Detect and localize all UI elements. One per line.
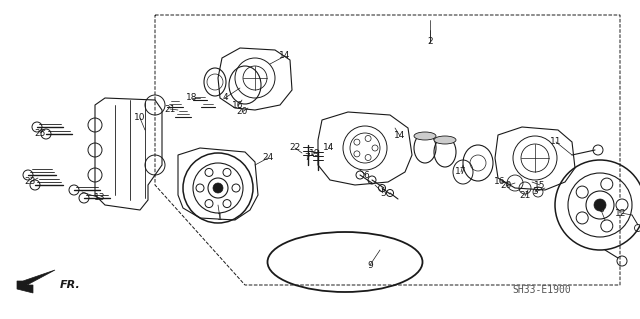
Circle shape: [594, 199, 606, 211]
Text: 20: 20: [500, 182, 512, 190]
Circle shape: [616, 199, 628, 211]
Text: 1: 1: [217, 213, 223, 222]
Polygon shape: [17, 270, 55, 293]
Circle shape: [223, 168, 231, 176]
Text: 7: 7: [304, 152, 310, 161]
Circle shape: [576, 212, 588, 224]
Circle shape: [213, 183, 223, 193]
Circle shape: [205, 200, 213, 208]
Text: 13: 13: [94, 194, 106, 203]
Text: 20: 20: [236, 108, 248, 116]
Circle shape: [576, 186, 588, 198]
Circle shape: [223, 200, 231, 208]
Text: 2: 2: [427, 38, 433, 47]
Text: 4: 4: [222, 93, 228, 102]
Text: 12: 12: [615, 209, 627, 218]
Text: SH33-E1900: SH33-E1900: [512, 285, 571, 295]
Text: 9: 9: [367, 261, 373, 270]
Text: 21: 21: [519, 191, 531, 201]
Text: 10: 10: [134, 114, 146, 122]
Text: 21: 21: [164, 105, 176, 114]
Text: 25: 25: [35, 129, 45, 137]
Ellipse shape: [414, 132, 436, 140]
Text: FR.: FR.: [60, 280, 81, 290]
Text: 22: 22: [289, 144, 301, 152]
Text: 23: 23: [24, 177, 36, 187]
Text: 6: 6: [363, 170, 369, 180]
Text: 15: 15: [534, 181, 546, 189]
Text: 8: 8: [598, 205, 604, 214]
Text: 14: 14: [279, 51, 291, 61]
Text: 14: 14: [323, 144, 335, 152]
Text: 3: 3: [532, 188, 538, 197]
Circle shape: [196, 184, 204, 192]
Text: 18: 18: [186, 93, 198, 102]
Text: 24: 24: [262, 153, 274, 162]
Circle shape: [601, 220, 612, 232]
Text: 17: 17: [455, 167, 467, 176]
Circle shape: [232, 184, 240, 192]
Text: 5: 5: [380, 189, 386, 197]
Circle shape: [205, 168, 213, 176]
Text: 11: 11: [550, 137, 562, 146]
Text: 16: 16: [494, 177, 506, 187]
Text: 14: 14: [394, 131, 406, 140]
Text: 16: 16: [232, 101, 244, 110]
Ellipse shape: [434, 136, 456, 144]
Text: 19: 19: [309, 149, 321, 158]
Circle shape: [601, 178, 612, 190]
